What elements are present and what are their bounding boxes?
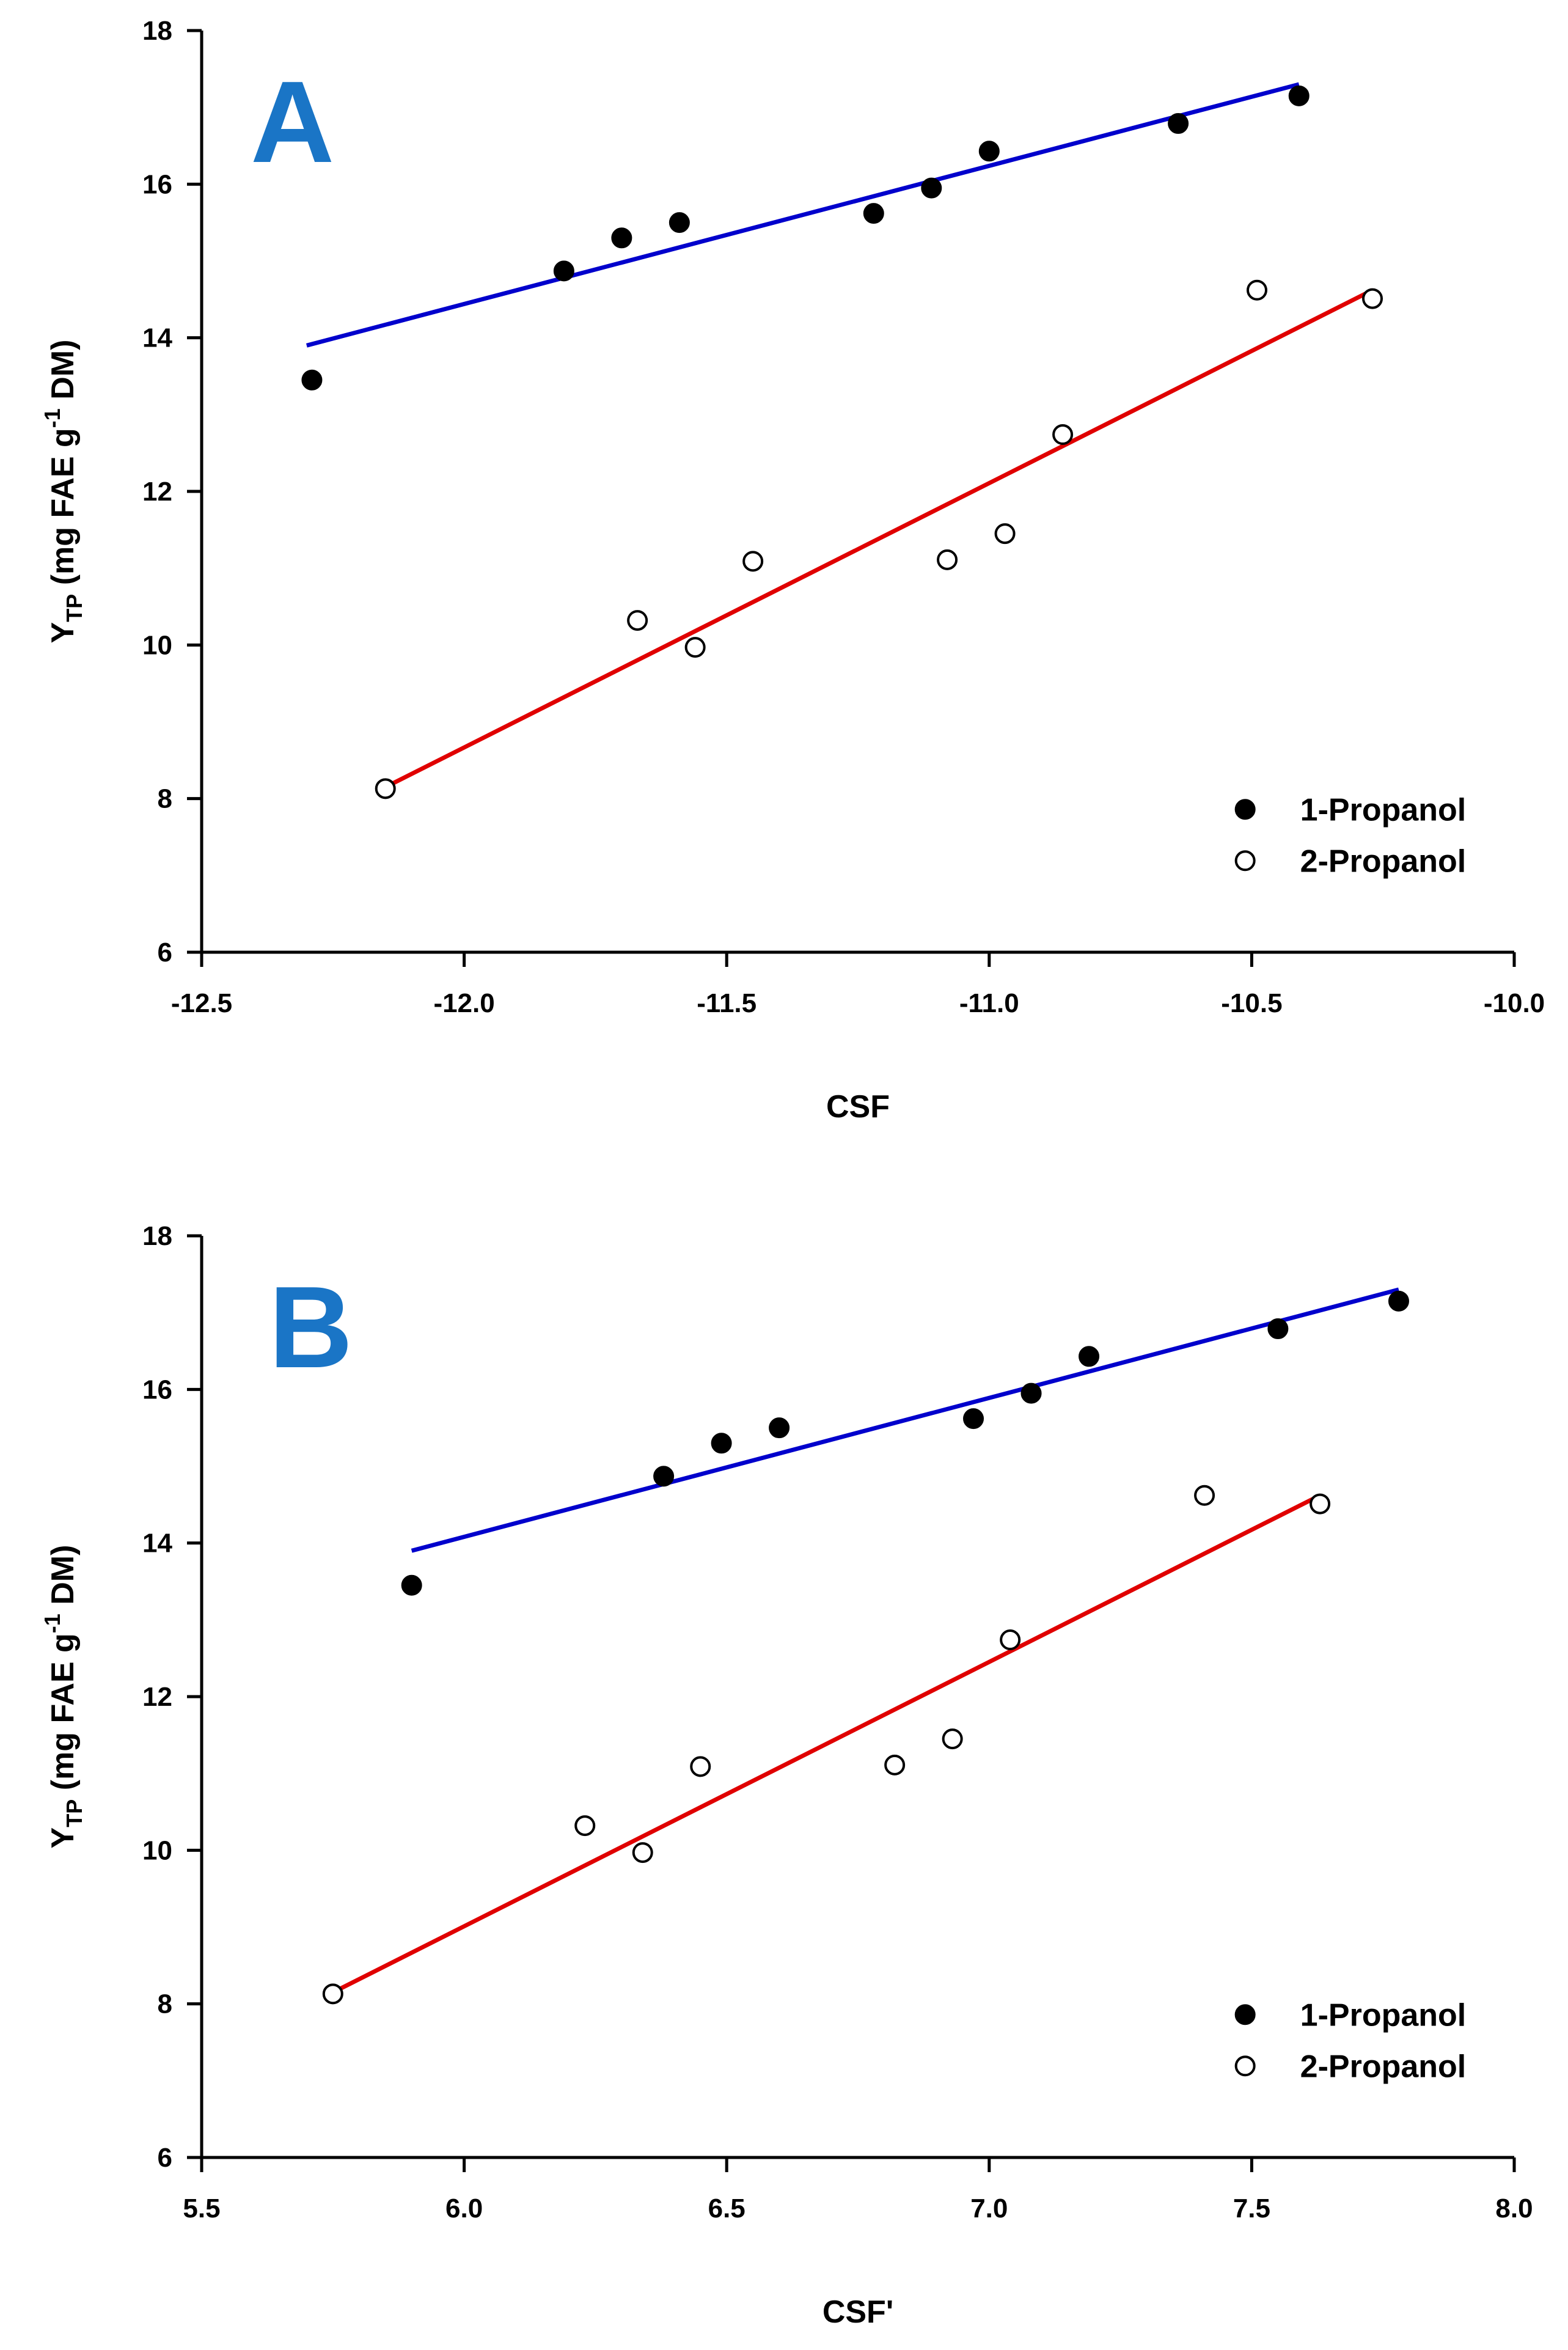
y-tick-label: 8 [158,1989,172,2019]
x-tick-label: -10.5 [1221,988,1282,1018]
data-point-2-propanol [1310,1493,1331,1515]
data-point-2-propanol [574,1815,596,1837]
data-point-1-propanol [653,1466,675,1487]
data-point-2-propanol [742,551,764,572]
data-point-1-propanol [978,141,1000,162]
legend-marker [1234,2004,1256,2025]
legend-marker [1234,2055,1256,2077]
legend-marker [1234,850,1256,872]
y-tick-label: 14 [142,1529,172,1559]
x-tick-label: 5.5 [183,2194,220,2223]
y-tick-label: 16 [142,169,172,199]
x-tick-label: 6.0 [445,2194,483,2223]
data-point-2-propanol [937,549,958,570]
data-point-1-propanol [611,227,632,249]
data-point-1-propanol [963,1408,984,1430]
chart-panel-a: 6 8 10 12 14 16 18 -12.5 -12.0 -11.5 -11.0 -10.5 -10… [40,16,1545,1125]
legend-marker [1234,799,1256,820]
data-point-1-propanol [1288,85,1310,106]
x-tick-label: -11.0 [959,988,1019,1018]
x-axis-title: CSF [826,1089,890,1125]
y-axis-title-base: Y [45,1827,81,1849]
data-point-1-propanol [769,1417,790,1439]
fit-line-2-propanol [384,288,1374,789]
x-tick-label: 7.0 [970,2194,1008,2223]
data-point-1-propanol [1020,1382,1042,1404]
data-point-1-propanol [553,260,574,282]
data-point-1-propanol [863,203,884,224]
y-axis-title-base: Y [45,622,81,644]
y-axis-title: YTP (mg FAE g-1 DM) [40,1545,87,1849]
y-axis-title-mid: (mg FAE g [45,428,81,594]
data-point-1-propanol [711,1433,732,1454]
x-axis-title: CSF' [822,2294,893,2330]
y-axis-title: YTP (mg FAE g-1 DM) [40,340,87,644]
x-tick-label: 6.5 [708,2194,746,2223]
data-point-2-propanol [690,1756,711,1777]
data-point-2-propanol [1052,424,1074,446]
x-tick-label: -10.0 [1484,988,1545,1018]
panel-label: B [269,1263,353,1392]
y-axis-title-end: DM) [45,1545,81,1614]
y-tick-label: 18 [142,16,172,46]
panel-label: A [251,57,334,187]
y-axis-title-mid: (mg FAE g [45,1633,81,1799]
data-point-1-propanol [1079,1346,1100,1367]
y-axis-title-end: DM) [45,340,81,409]
y-tick-label: 12 [142,477,172,507]
data-point-2-propanol [942,1728,963,1750]
fit-line-2-propanol [332,1493,1321,1994]
legend-label: 2-Propanol [1300,843,1467,879]
y-axis-title-sub: TP [62,1799,87,1827]
data-point-2-propanol [322,1983,343,2005]
data-point-2-propanol [375,778,396,799]
data-point-1-propanol [401,1574,422,1596]
y-tick-label: 12 [142,1682,172,1712]
data-point-2-propanol [884,1754,906,1775]
data-point-1-propanol [921,177,942,199]
data-point-2-propanol [1194,1485,1215,1506]
legend-label: 2-Propanol [1300,2049,1467,2084]
data-point-2-propanol [627,610,648,631]
y-tick-label: 8 [158,784,172,814]
chart-panel-b: 6 8 10 12 14 16 18 5.5 6.0 6.5 7.0 7.5 8.0 CSF' YTP (m… [40,1221,1533,2330]
x-tick-label: -12.0 [433,988,494,1018]
legend-label: 1-Propanol [1300,1997,1467,2033]
x-tick-label: 8.0 [1495,2194,1533,2223]
data-point-2-propanol [1000,1629,1021,1651]
data-point-2-propanol [1246,279,1267,301]
y-tick-label: 6 [158,2143,172,2173]
data-point-1-propanol [1168,113,1189,134]
data-point-2-propanol [1362,288,1383,309]
y-tick-label: 10 [142,1835,172,1865]
data-point-2-propanol [684,637,706,658]
fit-line-1-propanol [306,82,1300,348]
data-point-1-propanol [1267,1318,1289,1340]
x-tick-label: 7.5 [1233,2194,1270,2223]
y-tick-label: 18 [142,1221,172,1251]
data-point-2-propanol [994,523,1016,545]
data-point-2-propanol [632,1842,653,1863]
x-tick-label: -11.5 [697,988,757,1018]
y-tick-label: 14 [142,323,172,353]
data-point-1-propanol [301,369,323,391]
y-tick-label: 16 [142,1375,172,1404]
legend-label: 1-Propanol [1300,792,1467,828]
y-axis-title-sub: TP [62,594,87,622]
y-axis-title-sup: -1 [40,1614,65,1633]
data-point-1-propanol [1388,1290,1409,1312]
data-point-1-propanol [669,212,690,233]
y-tick-label: 10 [142,630,172,660]
y-axis-title-sup: -1 [40,408,65,428]
x-tick-label: -12.5 [171,988,232,1018]
fit-line-1-propanol [411,1287,1399,1553]
y-tick-label: 6 [158,938,172,968]
